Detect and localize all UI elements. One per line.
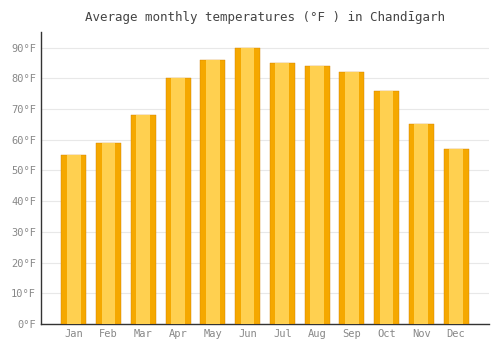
Bar: [409, 124, 434, 324]
Bar: [444, 149, 468, 324]
Bar: [206, 60, 220, 324]
Bar: [304, 66, 330, 324]
Title: Average monthly temperatures (°F ) in Chandīgarh: Average monthly temperatures (°F ) in Ch…: [85, 11, 445, 24]
Bar: [96, 143, 121, 324]
Bar: [166, 78, 190, 324]
Bar: [374, 91, 399, 324]
Bar: [62, 155, 86, 324]
Bar: [102, 143, 116, 324]
Bar: [235, 48, 260, 324]
Bar: [449, 149, 463, 324]
Bar: [380, 91, 394, 324]
Bar: [131, 115, 156, 324]
Bar: [136, 115, 150, 324]
Bar: [345, 72, 358, 324]
Bar: [340, 72, 364, 324]
Bar: [171, 78, 185, 324]
Bar: [276, 63, 289, 324]
Bar: [240, 48, 254, 324]
Bar: [310, 66, 324, 324]
Bar: [67, 155, 80, 324]
Bar: [270, 63, 295, 324]
Bar: [200, 60, 226, 324]
Bar: [414, 124, 428, 324]
